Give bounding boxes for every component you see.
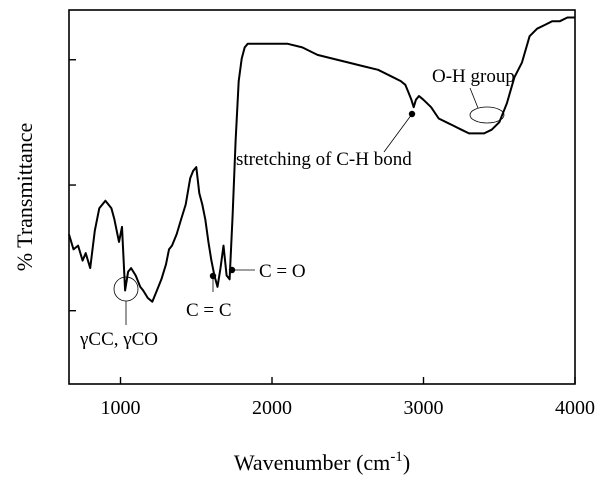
annotation-gamma-cc-co: γCC, γCO <box>79 276 158 350</box>
annotation-dot-c-o <box>228 266 236 274</box>
annotation-label-c-h: stretching of C-H bond <box>236 149 412 170</box>
annotation-label-c-o: C = O <box>259 261 306 282</box>
y-axis-ticks <box>69 59 76 312</box>
annotation-label-o-h: O-H group <box>432 66 515 87</box>
plot-frame <box>68 9 576 385</box>
x-axis-title-sup: -1 <box>390 449 403 465</box>
x-tick-label-4000: 4000 <box>555 397 595 419</box>
series-line <box>68 16 575 303</box>
annotation-leader-c-h <box>383 113 413 153</box>
x-axis-title-main: Wavenumber (cm <box>234 450 390 475</box>
y-axis-title: % Transmittance <box>12 123 37 272</box>
annotation-ellipse-o-h <box>469 106 505 124</box>
annotation-dot-c-c <box>209 272 217 280</box>
annotation-c-h-stretching: stretching of C-H bond <box>236 110 416 170</box>
annotation-leader-o-h <box>469 87 479 109</box>
annotation-c-double-o: C = O <box>228 261 306 282</box>
x-tick-label-2000: 2000 <box>252 397 292 419</box>
x-axis-title: Wavenumber (cm-1) <box>234 449 410 475</box>
x-tick-label-3000: 3000 <box>404 397 444 419</box>
x-axis-ticks <box>119 377 576 384</box>
x-axis-title-close: ) <box>403 450 410 475</box>
annotation-o-h-group: O-H group <box>432 66 515 124</box>
x-tick-label-1000: 1000 <box>101 397 141 419</box>
annotation-label-c-c: C = C <box>186 300 232 321</box>
x-axis-tick-labels: 1000 2000 3000 4000 <box>101 397 595 419</box>
annotation-c-double-c: C = C <box>186 272 232 321</box>
annotation-label-gamma: γCC, γCO <box>79 329 158 350</box>
